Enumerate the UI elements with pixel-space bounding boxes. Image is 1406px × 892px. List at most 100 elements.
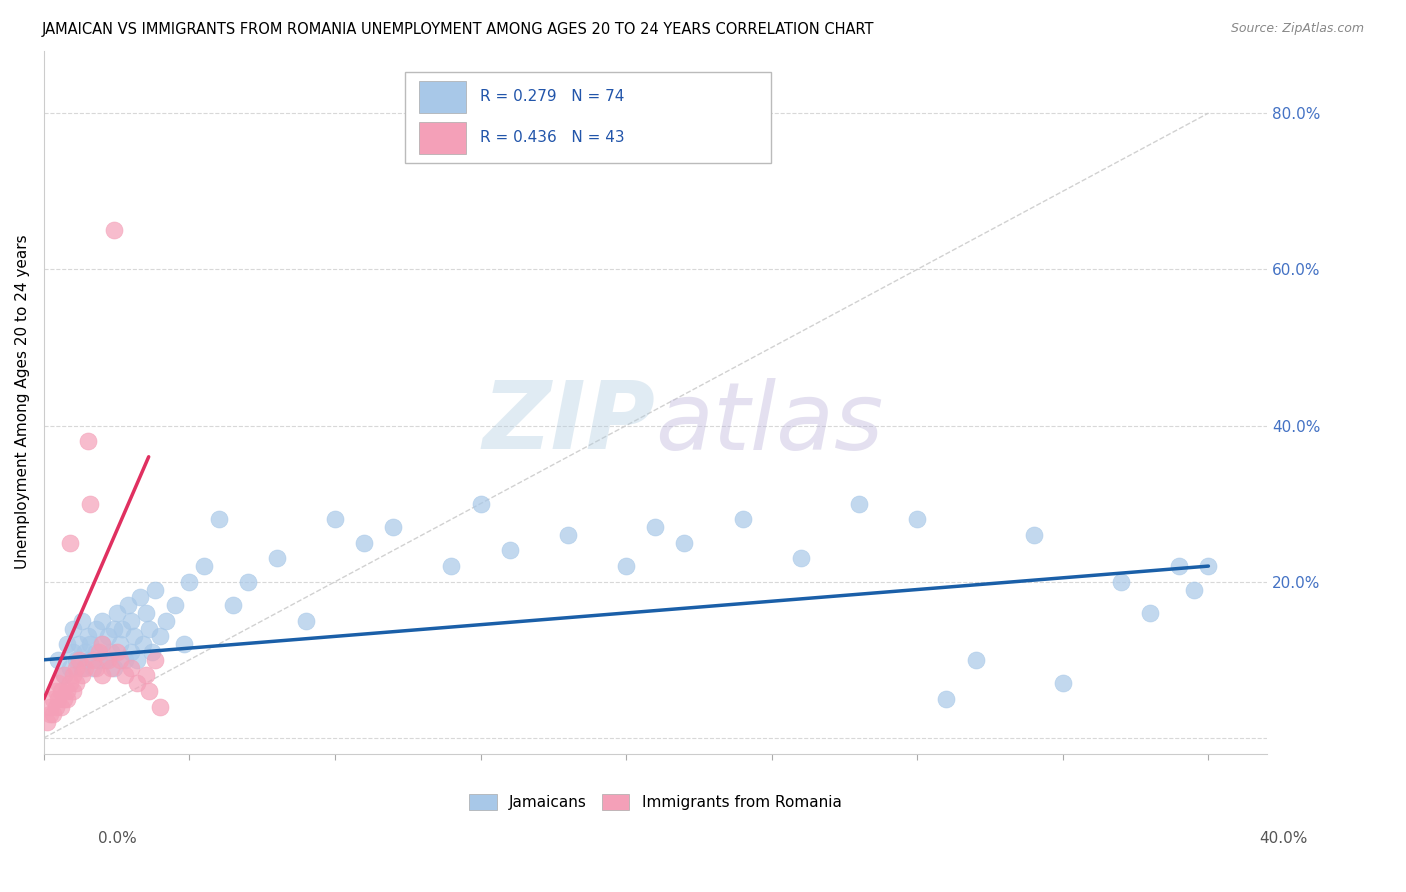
Point — [108, 653, 131, 667]
Point — [790, 551, 813, 566]
Point — [76, 434, 98, 449]
Point — [103, 660, 125, 674]
Point — [179, 574, 201, 589]
Point — [1052, 676, 1074, 690]
Text: 0.0%: 0.0% — [98, 831, 138, 846]
Text: ZIP: ZIP — [482, 377, 655, 469]
Point — [79, 497, 101, 511]
Point — [38, 707, 60, 722]
Point — [56, 684, 79, 698]
Point — [65, 653, 87, 667]
Point — [222, 598, 245, 612]
Point — [76, 653, 98, 667]
Point — [84, 622, 107, 636]
Point — [97, 629, 120, 643]
Point — [141, 645, 163, 659]
Point — [163, 598, 186, 612]
Point — [125, 653, 148, 667]
Point — [143, 582, 166, 597]
Point — [70, 668, 93, 682]
Point — [673, 535, 696, 549]
Point — [132, 637, 155, 651]
Point — [382, 520, 405, 534]
Point — [105, 606, 128, 620]
Point — [53, 668, 76, 682]
Point — [193, 559, 215, 574]
Point — [105, 645, 128, 659]
Point — [1022, 528, 1045, 542]
Y-axis label: Unemployment Among Ages 20 to 24 years: Unemployment Among Ages 20 to 24 years — [15, 235, 30, 569]
Point — [120, 660, 142, 674]
Point — [70, 660, 93, 674]
Point — [100, 645, 122, 659]
Point — [73, 660, 96, 674]
Point — [59, 676, 82, 690]
Point — [44, 684, 66, 698]
Point — [557, 528, 579, 542]
Point — [89, 645, 111, 659]
Text: R = 0.279   N = 74: R = 0.279 N = 74 — [481, 89, 624, 104]
Text: Source: ZipAtlas.com: Source: ZipAtlas.com — [1230, 22, 1364, 36]
Point — [143, 653, 166, 667]
Point — [470, 497, 492, 511]
Point — [65, 676, 87, 690]
Point — [48, 653, 70, 667]
Point — [207, 512, 229, 526]
Point — [82, 660, 104, 674]
Point — [155, 614, 177, 628]
Point — [62, 668, 84, 682]
Point — [94, 653, 117, 667]
Point — [103, 622, 125, 636]
Point — [56, 637, 79, 651]
Point — [53, 668, 76, 682]
Point — [82, 653, 104, 667]
Point — [122, 629, 145, 643]
Point — [48, 691, 70, 706]
Point — [353, 535, 375, 549]
Point — [89, 653, 111, 667]
Point — [149, 699, 172, 714]
Point — [35, 715, 58, 730]
Point — [38, 699, 60, 714]
Point — [138, 622, 160, 636]
Point — [236, 574, 259, 589]
Point — [614, 559, 637, 574]
Point — [114, 653, 136, 667]
Point — [905, 512, 928, 526]
Point — [440, 559, 463, 574]
Point — [41, 707, 63, 722]
Point — [100, 660, 122, 674]
Point — [120, 614, 142, 628]
Point — [91, 637, 114, 651]
Point — [295, 614, 318, 628]
Text: atlas: atlas — [655, 377, 883, 468]
Point — [149, 629, 172, 643]
Point — [51, 684, 73, 698]
FancyBboxPatch shape — [419, 81, 465, 113]
Point — [138, 684, 160, 698]
Point — [111, 622, 134, 636]
Text: JAMAICAN VS IMMIGRANTS FROM ROMANIA UNEMPLOYMENT AMONG AGES 20 TO 24 YEARS CORRE: JAMAICAN VS IMMIGRANTS FROM ROMANIA UNEM… — [42, 22, 875, 37]
Text: 40.0%: 40.0% — [1260, 831, 1308, 846]
Point — [644, 520, 666, 534]
Point — [91, 668, 114, 682]
Point — [1182, 582, 1205, 597]
Point — [91, 637, 114, 651]
Point — [84, 660, 107, 674]
Point — [1139, 606, 1161, 620]
FancyBboxPatch shape — [419, 122, 465, 154]
Point — [62, 684, 84, 698]
Point — [173, 637, 195, 651]
Point — [59, 660, 82, 674]
Point — [323, 512, 346, 526]
Legend: Jamaicans, Immigrants from Romania: Jamaicans, Immigrants from Romania — [463, 788, 848, 816]
Point — [84, 645, 107, 659]
Text: R = 0.436   N = 43: R = 0.436 N = 43 — [481, 130, 626, 145]
Point — [499, 543, 522, 558]
Point — [120, 645, 142, 659]
Point — [266, 551, 288, 566]
Point — [91, 614, 114, 628]
Point — [53, 691, 76, 706]
Point — [44, 699, 66, 714]
Point — [129, 591, 152, 605]
